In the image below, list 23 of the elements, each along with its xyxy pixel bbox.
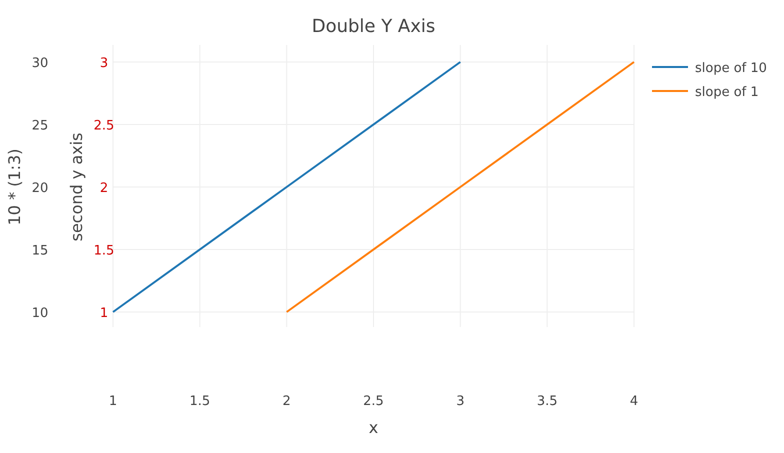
y2-axis-title: second y axis: [67, 132, 86, 242]
y2-tick-label: 1.5: [94, 244, 114, 258]
x-tick-label: 1.5: [189, 394, 210, 409]
x-axis-title: x: [368, 418, 378, 437]
y-tick-label: 25: [32, 118, 48, 134]
y2-tick-label: 2.5: [94, 118, 114, 134]
x-tick-label: 1: [108, 394, 118, 409]
x-tick-label: 3: [456, 394, 464, 409]
y2-tick-label: 2: [100, 181, 108, 196]
y2-tick-label: 3: [100, 56, 108, 71]
legend-label: slope of 1: [695, 85, 759, 100]
x-tick-label: 3.5: [536, 394, 558, 409]
y2-tick-label: 1: [100, 306, 108, 321]
x-tick-label: 2: [282, 394, 291, 409]
chart-title: Double Y Axis: [312, 16, 436, 37]
y-axis-title: 10 * (1:3): [5, 148, 24, 226]
y-tick-label: 20: [32, 181, 48, 196]
y-tick-label: 30: [32, 56, 48, 71]
x-tick-label: 2.5: [363, 394, 384, 409]
x-tick-label: 4: [630, 394, 638, 409]
legend-label: slope of 10: [695, 61, 767, 76]
y-tick-label: 15: [32, 244, 48, 258]
y-tick-label: 10: [32, 306, 48, 321]
